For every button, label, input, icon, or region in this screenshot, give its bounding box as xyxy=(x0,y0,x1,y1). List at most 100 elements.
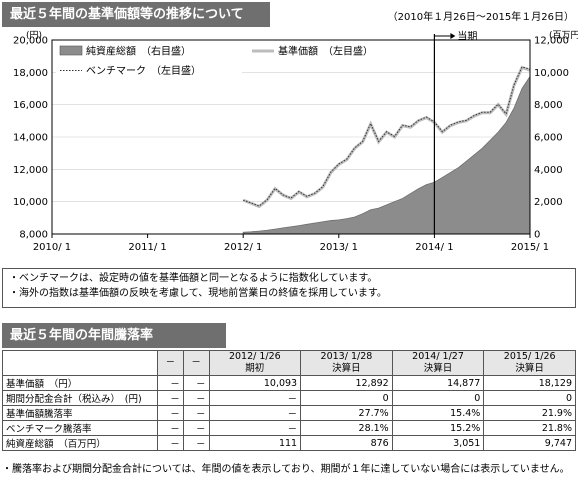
table-cell: 15.4% xyxy=(391,405,485,421)
table-cell: － xyxy=(182,390,210,406)
x-tick-label: 2014/ 1 xyxy=(415,242,453,253)
row-label: 基準価額 （円） xyxy=(2,375,158,391)
right-tick-label: 6,000 xyxy=(534,133,563,144)
col-header-line1: 2013/ 1/28 xyxy=(320,351,373,362)
right-tick-label: 10,000 xyxy=(534,68,569,79)
table-cell: － xyxy=(208,420,302,436)
table-corner xyxy=(2,350,158,376)
table-cell: － xyxy=(182,375,210,391)
chart-lines xyxy=(242,65,531,209)
table-cell: 10,093 xyxy=(208,375,302,391)
right-tick-label: 4,000 xyxy=(534,165,563,176)
table-cell: － xyxy=(157,435,184,451)
chart-axes: 20,000 18,000 16,000 14,000 12,000 10,000 8,00… xyxy=(13,30,578,254)
left-tick-label: 10,000 xyxy=(13,197,48,208)
returns-section-title: 最近５年間の年間騰落率 xyxy=(2,323,226,348)
legend-label-nav: 基準価額 （左目盛） xyxy=(278,45,373,58)
table-row: 基準価額騰落率－－－ 27.7% 15.4% 21.9% xyxy=(2,405,576,421)
table-footnote: ・騰落率および期間分配金合計については、年間の値を表示しており、期間が１年に達し… xyxy=(2,464,570,475)
col-header: 2014/ 1/27 決算日 xyxy=(391,350,485,376)
col-header: 2012/ 1/26 期初 xyxy=(208,350,302,376)
nav-chart: 20,000 18,000 16,000 14,000 12,000 10,000 8,00… xyxy=(13,30,578,254)
col-header-line1: － xyxy=(165,357,176,368)
table-cell: 111 xyxy=(208,435,302,451)
row-label: 期間分配金合計（税込み） (円) xyxy=(2,390,158,406)
net-assets-series xyxy=(242,75,531,235)
right-tick-label: 12,000 xyxy=(534,36,569,47)
col-header: 2015/ 1/26 決算日 xyxy=(483,350,576,376)
right-tick-label: 0 xyxy=(534,230,540,241)
col-header-line2: 決算日 xyxy=(423,363,453,374)
x-tick-label: 2013/ 1 xyxy=(320,242,358,253)
row-label: ベンチマーク騰落率 xyxy=(2,420,158,436)
col-header: － xyxy=(182,350,210,376)
table-cell: 12,892 xyxy=(300,375,393,391)
annual-returns-table: － － 2012/ 1/26 期初 2013/ 1/28 決算日 2014/ 1/2… xyxy=(2,350,576,451)
table-cell: 18,129 xyxy=(483,375,576,391)
table-cell: － xyxy=(208,390,302,406)
left-axis-unit: (円) xyxy=(26,30,42,41)
table-cell: 0 xyxy=(483,390,576,406)
table-row: ベンチマーク騰落率－－－ 28.1% 15.2% 21.8% xyxy=(2,420,576,436)
table-cell: 21.9% xyxy=(483,405,576,421)
table-cell: 876 xyxy=(300,435,393,451)
period-label: （2010年１月26日～2015年１月26日） xyxy=(387,12,574,23)
table-cell: 28.1% xyxy=(300,420,393,436)
current-period-label: 当期 xyxy=(457,30,477,43)
table-cell: 0 xyxy=(300,390,393,406)
left-tick-label: 18,000 xyxy=(13,68,48,79)
right-tick-label: 2,000 xyxy=(534,197,563,208)
table-row: 期間分配金合計（税込み） (円) －－－ 0 0 0 xyxy=(2,390,576,406)
col-header-line1: 2014/ 1/27 xyxy=(412,351,464,362)
table-header-row: － － 2012/ 1/26 期初 2013/ 1/28 決算日 2014/ 1/2… xyxy=(2,350,576,376)
row-label: 基準価額騰落率 xyxy=(2,405,158,421)
table-cell: － xyxy=(182,420,210,436)
col-header-line2: 期初 xyxy=(245,363,265,374)
chart-notes: ・ベンチマークは、設定時の値を基準価額と同一となるように指数化しています。 ・海… xyxy=(2,268,576,308)
col-header: － xyxy=(157,350,184,376)
legend-label-net-assets: 純資産総額 （右目盛） xyxy=(86,45,191,58)
table-cell: 0 xyxy=(391,390,485,406)
legend-bg xyxy=(56,43,242,85)
legend-label-benchmark: ベンチマーク （左目盛） xyxy=(86,64,201,77)
net-assets-area xyxy=(242,75,531,235)
table-cell: － xyxy=(182,435,210,451)
table-cell: 9,747 xyxy=(483,435,576,451)
legend-bg-2 xyxy=(250,43,400,59)
legend-swatch-net-assets xyxy=(59,45,83,56)
table-row: 基準価額 （円）－－ 10,093 12,892 14,877 18,129 xyxy=(2,375,576,391)
col-header-line1: 2015/ 1/26 xyxy=(503,351,556,362)
benchmark-series xyxy=(243,66,531,207)
table-cell: － xyxy=(157,375,184,391)
left-tick-label: 12,000 xyxy=(13,165,48,176)
table-cell: － xyxy=(208,405,302,421)
table-cell: 3,051 xyxy=(391,435,485,451)
table-cell: 14,877 xyxy=(391,375,485,391)
table-cell: － xyxy=(157,420,184,436)
note-line: ・ベンチマークは、設定時の値を基準価額と同一となるように指数化しています。 xyxy=(9,273,378,284)
col-header-line1: － xyxy=(191,357,201,368)
right-tick-label: 8,000 xyxy=(534,100,563,111)
row-label: 純資産総額 （百万円） xyxy=(2,435,158,451)
x-tick-label: 2011/ 1 xyxy=(128,242,166,253)
col-header: 2013/ 1/28 決算日 xyxy=(300,350,393,376)
table-cell: － xyxy=(157,405,184,421)
x-tick-label: 2012/ 1 xyxy=(224,242,262,253)
table-cell: 27.7% xyxy=(300,405,393,421)
col-header-line2: 決算日 xyxy=(515,363,544,374)
left-tick-label: 20,000 xyxy=(13,36,48,47)
chart-legend: 純資産総額 （右目盛） ベンチマーク （左目盛） 基準価額 （左目盛） xyxy=(56,43,400,85)
col-header-line2: 決算日 xyxy=(332,363,361,374)
x-tick-label: 2010/ 1 xyxy=(33,242,71,253)
table-cell: － xyxy=(157,390,184,406)
left-tick-label: 8,000 xyxy=(19,230,48,241)
table-cell: 15.2% xyxy=(391,420,485,436)
current-period-arrowhead xyxy=(450,33,456,39)
note-line: ・海外の指数は基準価額の反映を考慮して、現地前営業日の終値を採用しています。 xyxy=(9,288,387,299)
right-axis-unit: (百万円) xyxy=(549,30,578,41)
left-tick-label: 16,000 xyxy=(13,100,48,111)
left-tick-label: 14,000 xyxy=(13,133,48,144)
table-cell: 21.8% xyxy=(483,420,576,436)
col-header-line1: 2012/ 1/26 xyxy=(228,351,281,362)
x-tick-label: 2015/ 1 xyxy=(511,242,549,253)
